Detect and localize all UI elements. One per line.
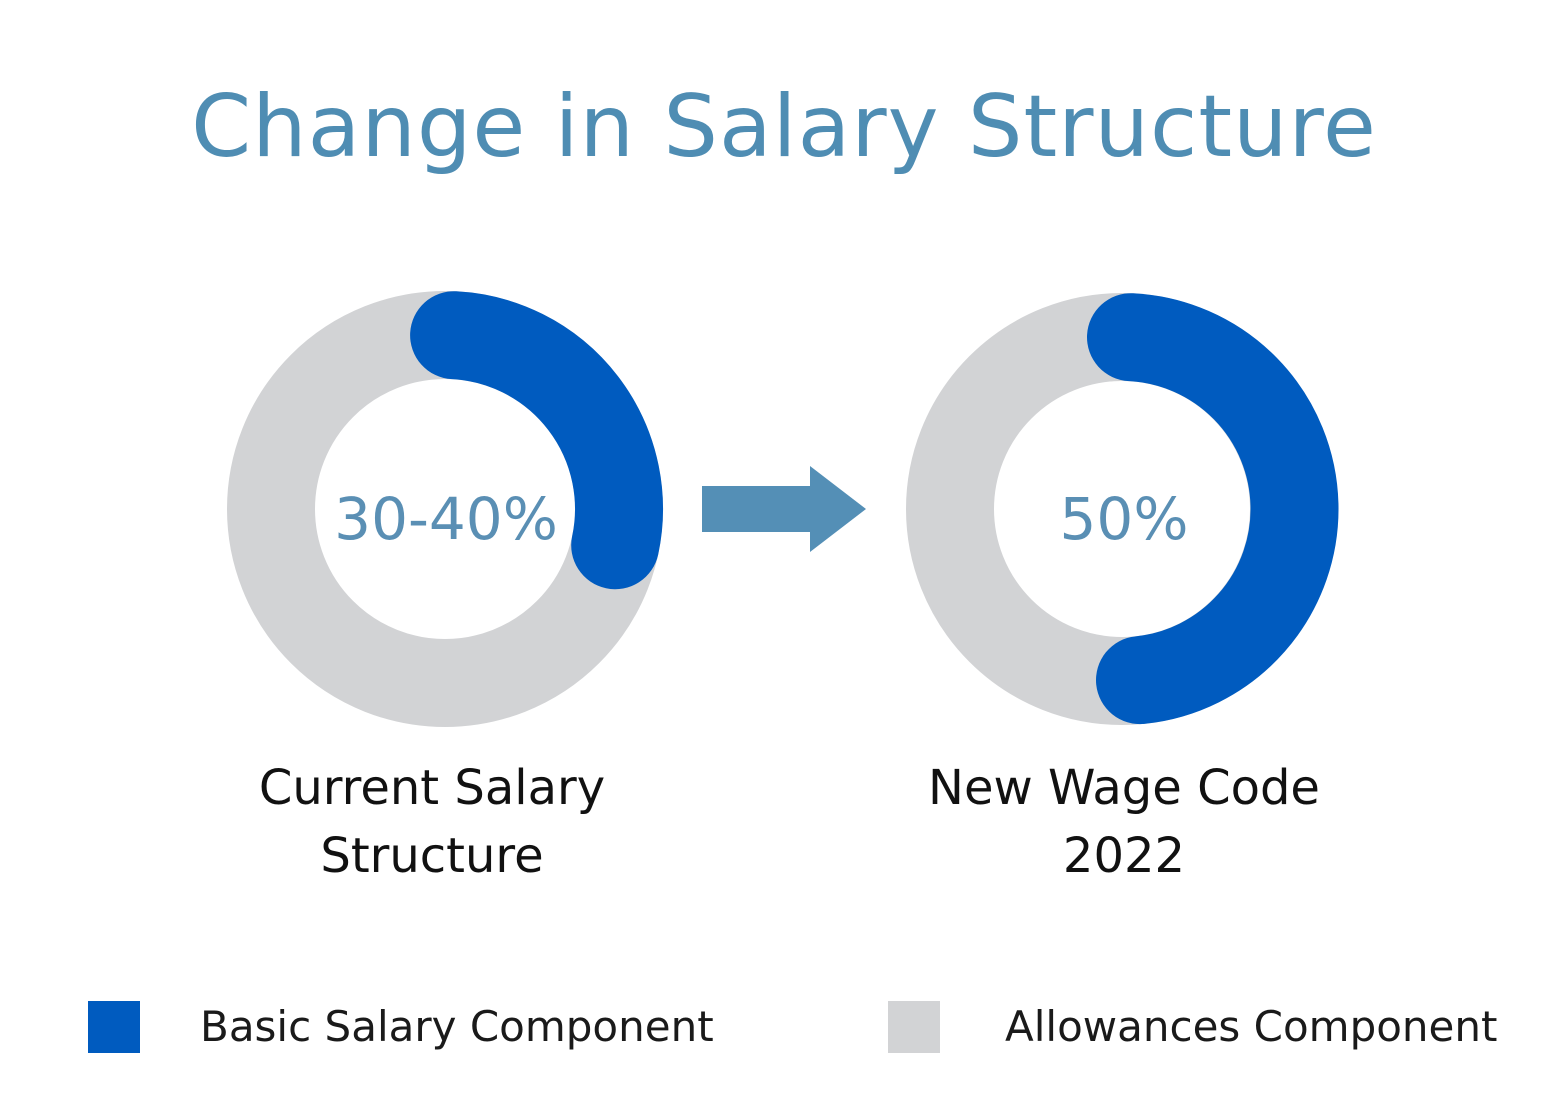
donut-current [227,291,663,727]
caption-current-line2: Structure [320,828,544,884]
legend-swatch-basic [88,1001,140,1053]
caption-current-line1: Current Salary [258,760,606,816]
legend-swatch-allowances [888,1001,940,1053]
center-label-new: 50% [1059,485,1189,553]
chart-title: Change in Salary Structure [191,77,1377,177]
caption-new: New Wage Code 2022 [844,754,1404,890]
basic-arc-current [410,291,663,590]
center-label-current: 30-40% [334,485,558,553]
legend-label-allowances: Allowances Component [1005,1002,1498,1051]
donut-new [906,293,1339,725]
caption-current: Current Salary Structure [152,754,712,890]
right-arrow-icon [702,466,866,552]
basic-arc-new [1087,293,1339,725]
legend-label-basic: Basic Salary Component [200,1002,714,1051]
caption-new-line1: New Wage Code [928,760,1320,816]
caption-new-line2: 2022 [1062,828,1186,884]
